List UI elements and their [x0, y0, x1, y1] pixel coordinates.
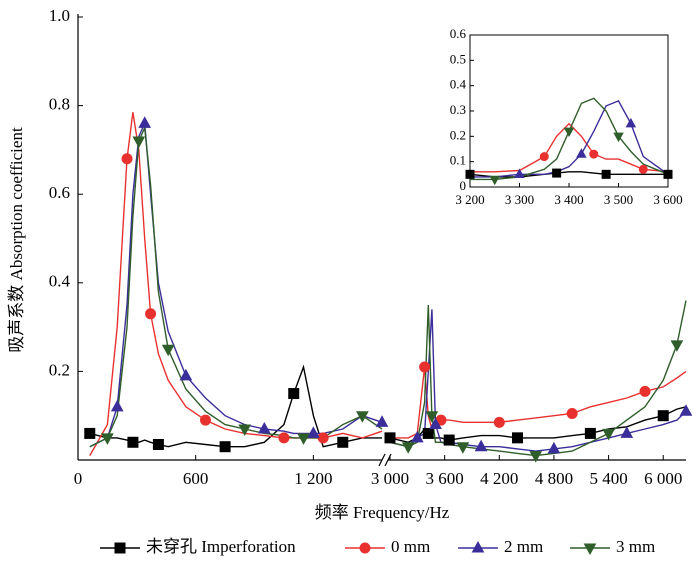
marker — [110, 399, 124, 412]
marker — [584, 427, 596, 439]
marker — [625, 117, 637, 128]
x-tick-label: 3 000 — [371, 469, 409, 488]
inset-x-tick-label: 3 300 — [505, 192, 534, 207]
marker — [375, 415, 389, 427]
marker — [199, 414, 211, 426]
legend-marker — [114, 542, 126, 554]
inset-y-tick-label: 0.2 — [450, 127, 466, 142]
marker — [288, 388, 300, 400]
y-axis-label: 吸声系数 Absorption coefficient — [7, 127, 26, 353]
marker — [443, 434, 455, 446]
marker — [514, 168, 525, 179]
marker — [425, 411, 439, 423]
x-axis-label: 频率 Frequency/Hz — [315, 503, 450, 522]
marker — [552, 168, 562, 178]
marker — [337, 436, 349, 448]
axis-break — [378, 453, 386, 467]
inset-x-tick-label: 3 200 — [455, 192, 484, 207]
y-tick-label: 0.2 — [49, 360, 70, 379]
marker — [465, 169, 475, 179]
legend-marker — [471, 540, 485, 553]
legend-label: 未穿孔 Imperforation — [146, 537, 296, 556]
marker — [384, 432, 396, 444]
marker — [539, 152, 549, 162]
marker — [639, 385, 651, 397]
x-tick-label: 5 400 — [589, 469, 627, 488]
marker — [679, 404, 693, 416]
marker — [101, 433, 114, 445]
marker — [512, 432, 524, 444]
marker — [419, 361, 431, 373]
marker — [657, 410, 669, 422]
y-tick-label: 0.4 — [49, 272, 71, 291]
inset-y-tick-label: 0.3 — [450, 102, 466, 117]
marker — [529, 451, 543, 463]
marker — [602, 428, 615, 441]
marker — [127, 436, 139, 448]
marker — [422, 427, 434, 439]
y-tick-label: 0.6 — [49, 183, 70, 202]
marker — [401, 442, 415, 454]
marker — [307, 426, 320, 438]
x-tick-label: 4 200 — [480, 469, 518, 488]
marker — [576, 148, 587, 158]
inset-y-tick-label: 0 — [460, 178, 467, 193]
x-tick-label: 4 800 — [535, 469, 573, 488]
marker — [563, 127, 575, 138]
marker — [489, 175, 500, 186]
marker — [601, 169, 611, 179]
inset-frame — [469, 34, 669, 188]
inset-y-tick-label: 0.5 — [450, 51, 466, 66]
marker — [474, 439, 488, 452]
inset-x-tick-label: 3 600 — [653, 192, 682, 207]
marker — [638, 164, 648, 174]
inset-y-tick-label: 0.6 — [450, 26, 467, 41]
x-tick-label: 3 600 — [426, 469, 464, 488]
x-tick-label: 1 200 — [294, 469, 332, 488]
x-tick-label: 600 — [183, 469, 209, 488]
inset-x-tick-label: 3 400 — [554, 192, 583, 207]
legend-marker — [583, 543, 597, 556]
marker — [663, 169, 673, 179]
inset-y-tick-label: 0.1 — [450, 153, 466, 168]
legend-label: 3 mm — [616, 537, 655, 556]
inset-x-tick-label: 3 500 — [604, 192, 633, 207]
marker — [410, 430, 424, 443]
marker — [219, 441, 231, 453]
legend-label: 0 mm — [391, 537, 430, 556]
marker — [132, 136, 146, 149]
marker — [138, 116, 152, 128]
marker — [566, 407, 578, 419]
marker — [179, 368, 193, 381]
marker — [238, 424, 252, 437]
marker — [84, 427, 96, 439]
marker — [429, 417, 442, 430]
y-tick-label: 0.8 — [49, 95, 70, 114]
marker — [547, 441, 561, 454]
marker — [152, 438, 164, 450]
marker — [613, 132, 624, 143]
marker — [456, 442, 470, 454]
marker — [161, 344, 175, 357]
marker — [278, 432, 290, 444]
marker — [493, 416, 505, 428]
inset-y-tick-label: 0.4 — [450, 77, 467, 92]
x-tick-label: 0 — [74, 469, 83, 488]
marker — [356, 411, 369, 423]
marker — [620, 426, 634, 438]
legend-marker — [359, 542, 371, 554]
x-tick-label: 6 000 — [644, 469, 682, 488]
legend-label: 2 mm — [504, 537, 543, 556]
marker — [589, 149, 599, 159]
y-tick-label: 1.0 — [49, 6, 70, 25]
marker — [145, 308, 157, 320]
marker — [670, 340, 684, 352]
marker — [297, 433, 310, 445]
marker — [121, 153, 133, 165]
marker — [257, 421, 271, 434]
